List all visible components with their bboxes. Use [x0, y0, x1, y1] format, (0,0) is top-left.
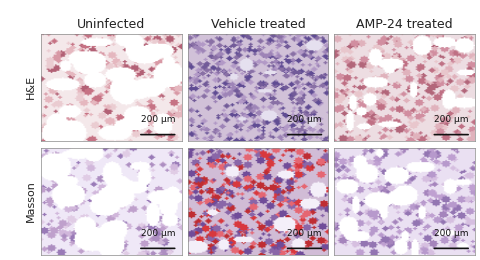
- Text: 200 μm: 200 μm: [434, 229, 468, 238]
- Text: Uninfected: Uninfected: [77, 18, 145, 31]
- Text: H&E: H&E: [26, 75, 36, 100]
- Text: 200 μm: 200 μm: [287, 229, 322, 238]
- Text: Masson: Masson: [26, 180, 36, 222]
- Text: Vehicle treated: Vehicle treated: [211, 18, 305, 31]
- Text: 200 μm: 200 μm: [434, 115, 468, 124]
- Text: 200 μm: 200 μm: [141, 229, 175, 238]
- Text: AMP-24 treated: AMP-24 treated: [357, 18, 453, 31]
- Text: 200 μm: 200 μm: [287, 115, 322, 124]
- Text: 200 μm: 200 μm: [141, 115, 175, 124]
